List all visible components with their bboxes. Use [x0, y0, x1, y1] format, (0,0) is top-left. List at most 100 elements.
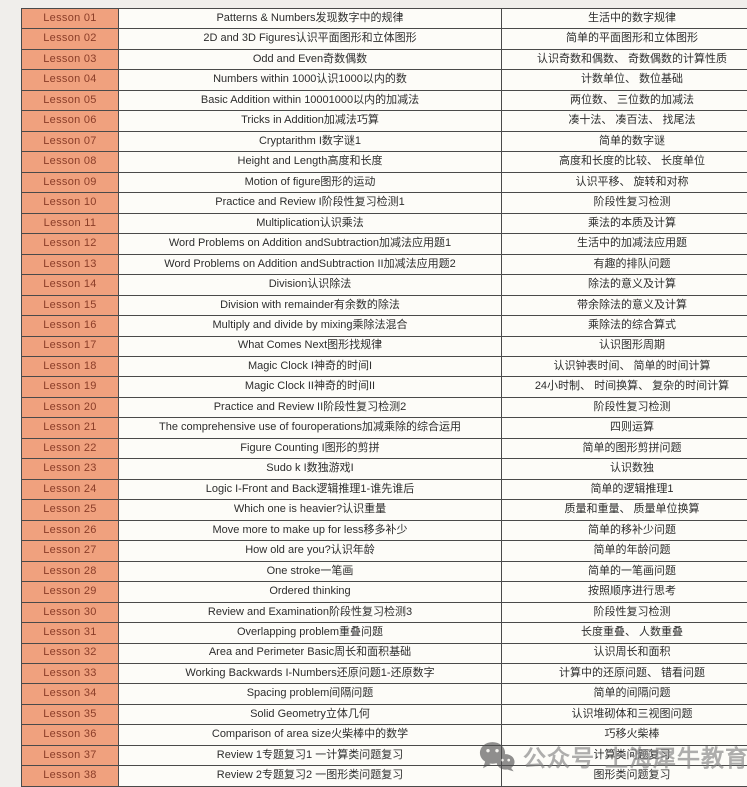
lesson-title-cell: Review 1专题复习1 一计算类问题复习	[118, 744, 502, 767]
lesson-title-cell: Magic Clock I神奇的时间I	[118, 355, 502, 378]
lesson-desc-cell: 生活中的加减法应用题	[501, 233, 747, 255]
lesson-number-cell: Lesson 17	[21, 335, 119, 357]
lesson-title-cell: Division with remainder有余数的除法	[118, 294, 502, 317]
lesson-desc-cell: 认识平移、 旋转和对称	[501, 171, 747, 194]
lesson-title-cell: Review 2专题复习2 一图形类问题复习	[118, 765, 502, 787]
table-row: Lesson 37 Review 1专题复习1 一计算类问题复习 计算类问题复习	[21, 744, 747, 767]
lesson-title-cell: Cryptarithm I数字谜1	[118, 130, 502, 153]
lesson-title-cell: Solid Geometry立体几何	[118, 703, 502, 726]
lesson-desc-cell: 生活中的数字规律	[501, 7, 747, 30]
table-row: Lesson 34 Spacing problem间隔问题 简单的间隔问题	[21, 683, 747, 705]
lesson-number-cell: Lesson 37	[21, 744, 119, 767]
lesson-title-cell: One stroke一笔画	[118, 560, 502, 583]
lesson-title-cell: Division认识除法	[118, 274, 502, 296]
lesson-title-cell: Sudo k I数独游戏I	[118, 458, 502, 480]
lesson-title-cell: Patterns & Numbers发现数字中的规律	[118, 7, 502, 30]
lesson-desc-cell: 认识堆砌体和三视图问题	[501, 703, 747, 726]
lesson-title-cell: Numbers within 1000认识1000以内的数	[118, 69, 502, 91]
lesson-desc-cell: 认识数独	[501, 458, 747, 480]
lesson-number-cell: Lesson 30	[21, 601, 119, 624]
lesson-title-cell: Practice and Review I阶段性复习检测1	[118, 192, 502, 214]
lesson-title-cell: 2D and 3D Figures认识平面图形和立体图形	[118, 28, 502, 50]
lesson-title-cell: Practice and Review II阶段性复习检测2	[118, 396, 502, 419]
lesson-title-cell: Which one is heavier?认识重量	[118, 499, 502, 521]
lesson-number-cell: Lesson 33	[21, 662, 119, 685]
lesson-table: Lesson 01 Patterns & Numbers发现数字中的规律 生活中…	[21, 7, 747, 787]
lesson-title-cell: Basic Addition within 10001000以内的加减法	[118, 89, 502, 112]
table-row: Lesson 06 Tricks in Addition加减法巧算 凑十法、 凑…	[21, 110, 747, 132]
lesson-desc-cell: 简单的移补少问题	[501, 519, 747, 542]
lesson-title-cell: Area and Perimeter Basic周长和面积基础	[118, 642, 502, 665]
lesson-number-cell: Lesson 36	[21, 724, 119, 746]
lesson-desc-cell: 按照顺序进行思考	[501, 581, 747, 603]
table-row: Lesson 09 Motion of figure图形的运动 认识平移、 旋转…	[21, 171, 747, 194]
lesson-number-cell: Lesson 28	[21, 560, 119, 583]
lesson-title-cell: Comparison of area size火柴棒中的数学	[118, 724, 502, 746]
lesson-number-cell: Lesson 25	[21, 499, 119, 521]
table-row: Lesson 19 Magic Clock II神奇的时间II 24小时制、 时…	[21, 376, 747, 398]
table-row: Lesson 20 Practice and Review II阶段性复习检测2…	[21, 396, 747, 419]
lesson-desc-cell: 阶段性复习检测	[501, 192, 747, 214]
lesson-number-cell: Lesson 03	[21, 48, 119, 71]
table-row: Lesson 26 Move more to make up for less移…	[21, 519, 747, 542]
lesson-desc-cell: 简单的间隔问题	[501, 683, 747, 705]
lesson-desc-cell: 阶段性复习检测	[501, 396, 747, 419]
lesson-desc-cell: 乘法的本质及计算	[501, 212, 747, 235]
lesson-schedule: Lesson 01 Patterns & Numbers发现数字中的规律 生活中…	[21, 7, 747, 787]
lesson-title-cell: The comprehensive use of fouroperations加…	[118, 417, 502, 439]
lesson-title-cell: Logic I-Front and Back逻辑推理1-谁先谁后	[118, 478, 502, 501]
lesson-number-cell: Lesson 24	[21, 478, 119, 501]
table-row: Lesson 31 Overlapping problem重叠问题 长度重叠、 …	[21, 622, 747, 644]
lesson-desc-cell: 简单的数字谜	[501, 130, 747, 153]
lesson-desc-cell: 认识图形周期	[501, 335, 747, 357]
lesson-number-cell: Lesson 19	[21, 376, 119, 398]
lesson-number-cell: Lesson 21	[21, 417, 119, 439]
table-row: Lesson 02 2D and 3D Figures认识平面图形和立体图形 简…	[21, 28, 747, 50]
lesson-number-cell: Lesson 32	[21, 642, 119, 665]
lesson-number-cell: Lesson 38	[21, 765, 119, 787]
lesson-desc-cell: 计算类问题复习	[501, 744, 747, 767]
lesson-title-cell: Word Problems on Addition andSubtraction…	[118, 253, 502, 276]
lesson-number-cell: Lesson 02	[21, 28, 119, 50]
table-row: Lesson 25 Which one is heavier?认识重量 质量和重…	[21, 499, 747, 521]
lesson-title-cell: Magic Clock II神奇的时间II	[118, 376, 502, 398]
lesson-desc-cell: 图形类问题复习	[501, 765, 747, 787]
table-row: Lesson 32 Area and Perimeter Basic周长和面积基…	[21, 642, 747, 665]
lesson-number-cell: Lesson 12	[21, 233, 119, 255]
table-row: Lesson 16 Multiply and divide by mixing乘…	[21, 315, 747, 337]
lesson-number-cell: Lesson 34	[21, 683, 119, 705]
table-row: Lesson 10 Practice and Review I阶段性复习检测1 …	[21, 192, 747, 214]
lesson-number-cell: Lesson 13	[21, 253, 119, 276]
lesson-desc-cell: 认识奇数和偶数、 奇数偶数的计算性质	[501, 48, 747, 71]
lesson-desc-cell: 巧移火柴棒	[501, 724, 747, 746]
table-row: Lesson 18 Magic Clock I神奇的时间I 认识钟表时间、 简单…	[21, 355, 747, 378]
lesson-title-cell: Review and Examination阶段性复习检测3	[118, 601, 502, 624]
lesson-desc-cell: 计算中的还原问题、 错看问题	[501, 662, 747, 685]
lesson-title-cell: Overlapping problem重叠问题	[118, 622, 502, 644]
lesson-desc-cell: 有趣的排队问题	[501, 253, 747, 276]
table-row: Lesson 11 Multiplication认识乘法 乘法的本质及计算	[21, 212, 747, 235]
lesson-title-cell: Move more to make up for less移多补少	[118, 519, 502, 542]
table-row: Lesson 24 Logic I-Front and Back逻辑推理1-谁先…	[21, 478, 747, 501]
lesson-number-cell: Lesson 10	[21, 192, 119, 214]
lesson-number-cell: Lesson 27	[21, 540, 119, 562]
lesson-title-cell: Motion of figure图形的运动	[118, 171, 502, 194]
lesson-number-cell: Lesson 04	[21, 69, 119, 91]
lesson-desc-cell: 24小时制、 时间换算、 复杂的时间计算	[501, 376, 747, 398]
lesson-number-cell: Lesson 01	[21, 7, 119, 30]
table-row: Lesson 21 The comprehensive use of fouro…	[21, 417, 747, 439]
lesson-title-cell: Multiplication认识乘法	[118, 212, 502, 235]
lesson-desc-cell: 质量和重量、 质量单位换算	[501, 499, 747, 521]
table-row: Lesson 27 How old are you?认识年龄 简单的年龄问题	[21, 540, 747, 562]
table-row: Lesson 05 Basic Addition within 10001000…	[21, 89, 747, 112]
table-row: Lesson 07 Cryptarithm I数字谜1 简单的数字谜	[21, 130, 747, 153]
lesson-number-cell: Lesson 35	[21, 703, 119, 726]
lesson-number-cell: Lesson 05	[21, 89, 119, 112]
lesson-number-cell: Lesson 14	[21, 274, 119, 296]
lesson-desc-cell: 两位数、 三位数的加减法	[501, 89, 747, 112]
lesson-number-cell: Lesson 16	[21, 315, 119, 337]
lesson-desc-cell: 简单的年龄问题	[501, 540, 747, 562]
lesson-desc-cell: 计数单位、 数位基础	[501, 69, 747, 91]
lesson-number-cell: Lesson 18	[21, 355, 119, 378]
lesson-number-cell: Lesson 22	[21, 437, 119, 460]
